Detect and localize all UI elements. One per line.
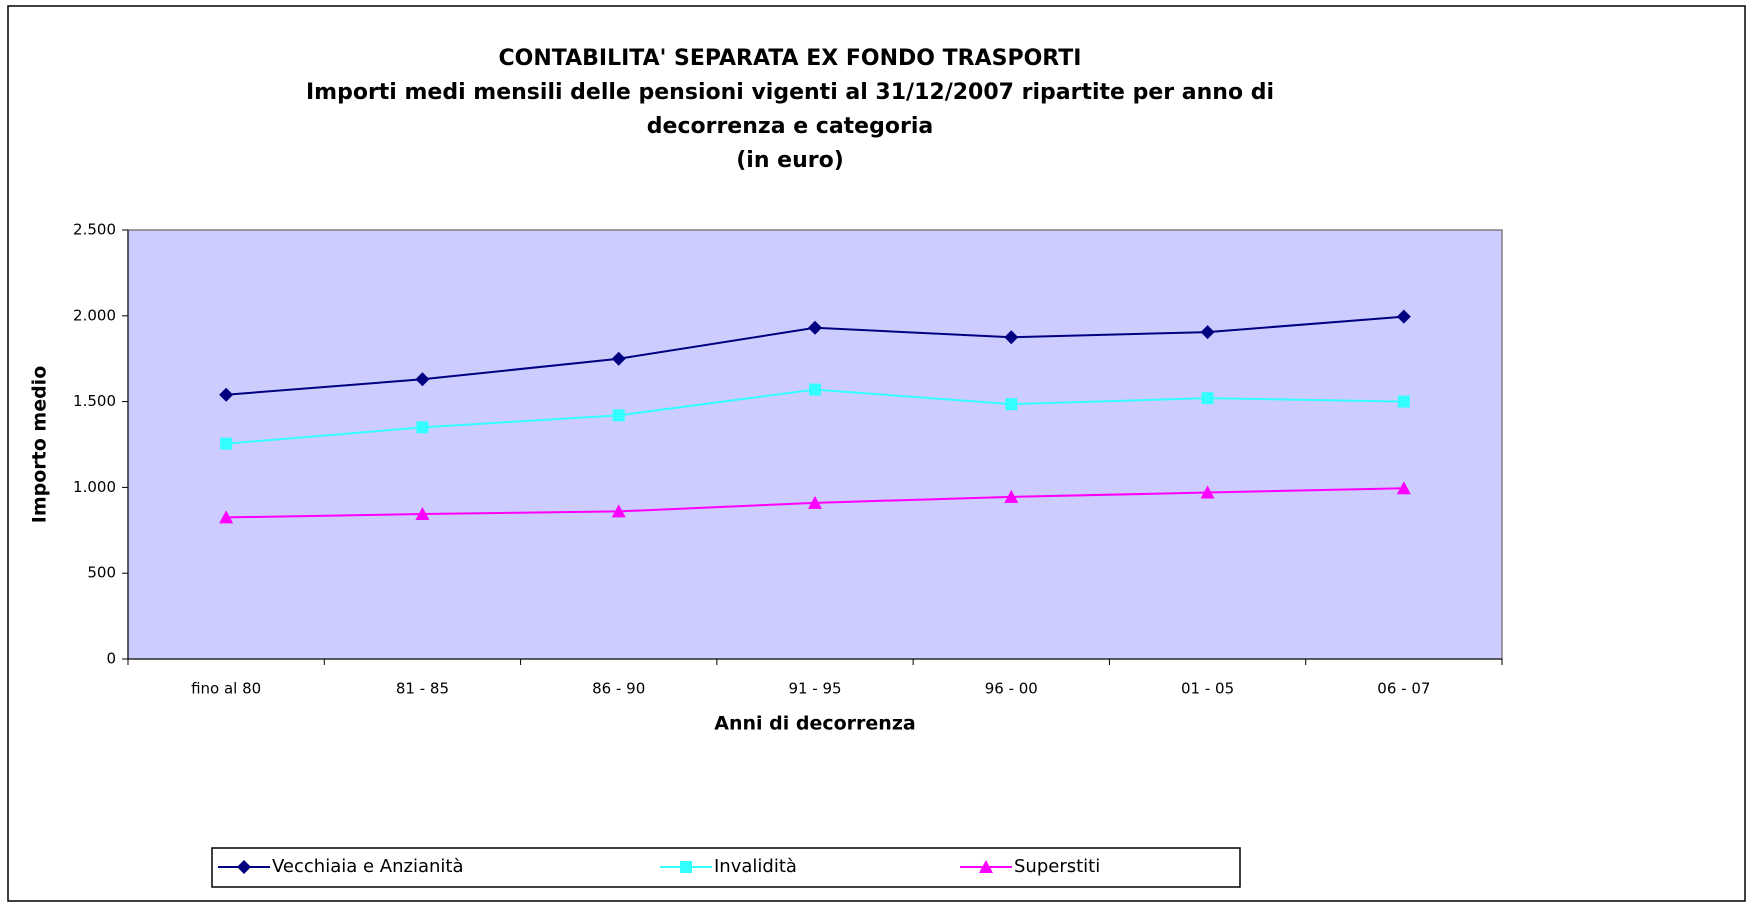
- x-axis-title: Anni di decorrenza: [714, 713, 915, 735]
- marker: [1004, 330, 1019, 345]
- marker: [415, 372, 430, 387]
- marker: [1005, 398, 1018, 411]
- marker: [1396, 481, 1411, 495]
- marker: [1200, 485, 1215, 499]
- marker: [611, 351, 626, 366]
- legend-label: Vecchiaia e Anzianità: [272, 856, 463, 877]
- marker: [416, 421, 429, 434]
- marker: [611, 504, 626, 518]
- marker: [612, 409, 625, 422]
- x-tick-label: fino al 80: [191, 680, 261, 698]
- x-tick-label: 91 - 95: [788, 680, 841, 698]
- marker: [220, 437, 233, 450]
- y-tick-label: 2.500: [73, 221, 116, 239]
- legend-label: Superstiti: [1014, 856, 1100, 877]
- marker: [219, 387, 234, 402]
- chart-title: CONTABILITA' SEPARATA EX FONDO TRASPORTI: [499, 46, 1082, 71]
- x-tick-label: 86 - 90: [592, 680, 645, 698]
- legend-box: [211, 847, 1241, 888]
- y-tick-label: 1.000: [73, 478, 116, 496]
- y-tick-label: 0: [106, 650, 116, 668]
- y-tick-label: 2.000: [73, 306, 116, 324]
- y-tick-label: 500: [87, 564, 116, 582]
- marker: [1200, 325, 1215, 340]
- plot-area: [127, 229, 1503, 660]
- marker: [415, 506, 430, 520]
- marker: [1397, 395, 1410, 408]
- x-tick-label: 81 - 85: [396, 680, 449, 698]
- x-tick-label: 06 - 07: [1377, 680, 1430, 698]
- x-tick-label: 01 - 05: [1181, 680, 1234, 698]
- y-axis-title: Importo medio: [29, 366, 51, 524]
- marker: [1201, 392, 1214, 405]
- x-tick-label: 96 - 00: [985, 680, 1038, 698]
- marker: [808, 320, 822, 335]
- marker: [1004, 489, 1019, 503]
- marker: [219, 510, 234, 524]
- marker: [809, 383, 821, 396]
- chart-title: (in euro): [736, 148, 844, 173]
- marker: [979, 860, 993, 873]
- y-tick-label: 1.500: [73, 392, 116, 410]
- chart-title: decorrenza e categoria: [647, 114, 933, 139]
- marker: [237, 860, 251, 874]
- chart-title: Importi medi mensili delle pensioni vige…: [306, 80, 1274, 105]
- marker: [1396, 309, 1411, 324]
- marker: [680, 861, 692, 873]
- legend-label: Invalidità: [714, 856, 797, 877]
- marker: [808, 495, 822, 509]
